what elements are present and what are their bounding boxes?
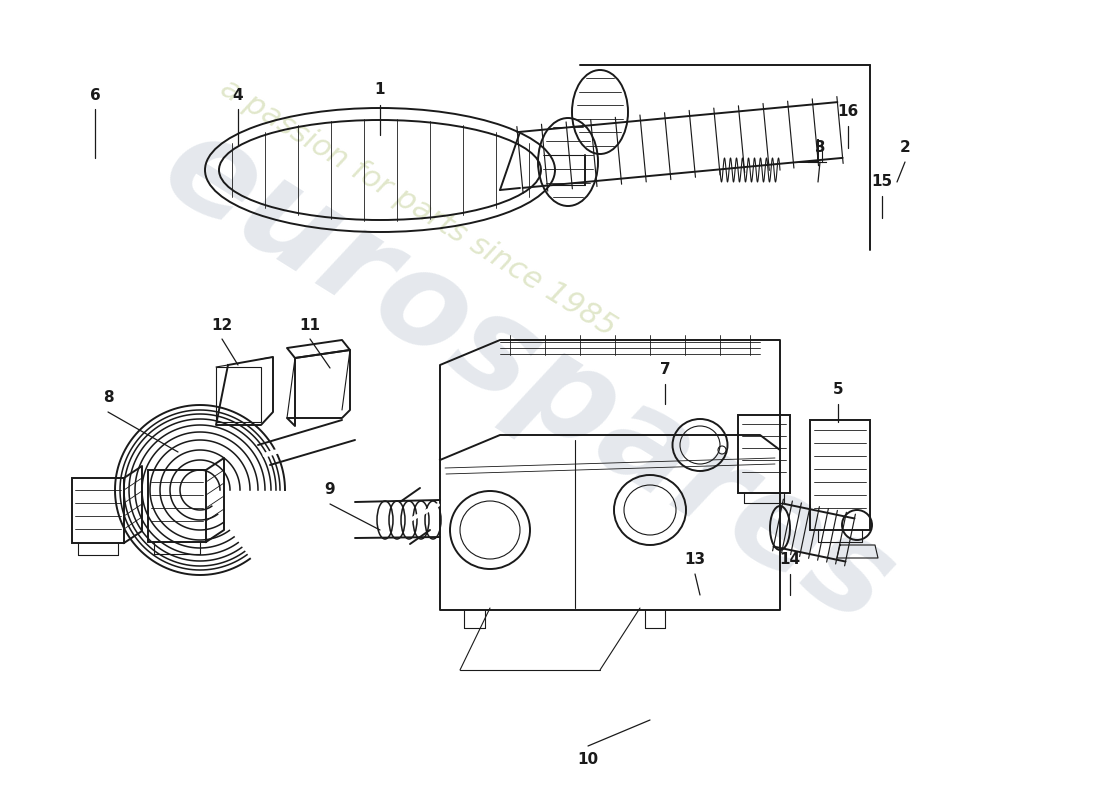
Text: eurospares: eurospares	[141, 101, 915, 651]
Text: 2: 2	[900, 141, 911, 155]
Text: 10: 10	[578, 753, 598, 767]
Text: 12: 12	[211, 318, 232, 333]
Text: 8: 8	[102, 390, 113, 406]
Bar	[216, 367, 261, 422]
Text: 13: 13	[684, 553, 705, 567]
Text: 11: 11	[299, 318, 320, 333]
Text: 7: 7	[660, 362, 670, 378]
Text: 4: 4	[233, 87, 243, 102]
Text: 6: 6	[89, 87, 100, 102]
Text: 5: 5	[833, 382, 844, 398]
Text: 3: 3	[815, 141, 825, 155]
Text: 9: 9	[324, 482, 336, 498]
Text: a passion for parts since 1985: a passion for parts since 1985	[214, 74, 622, 342]
Text: 14: 14	[780, 553, 801, 567]
Text: 16: 16	[837, 105, 859, 119]
Bar	[72, 478, 124, 543]
Bar	[738, 415, 790, 493]
Text: 1: 1	[375, 82, 385, 98]
Bar	[810, 420, 870, 530]
Bar	[148, 470, 206, 542]
Text: 15: 15	[871, 174, 892, 190]
